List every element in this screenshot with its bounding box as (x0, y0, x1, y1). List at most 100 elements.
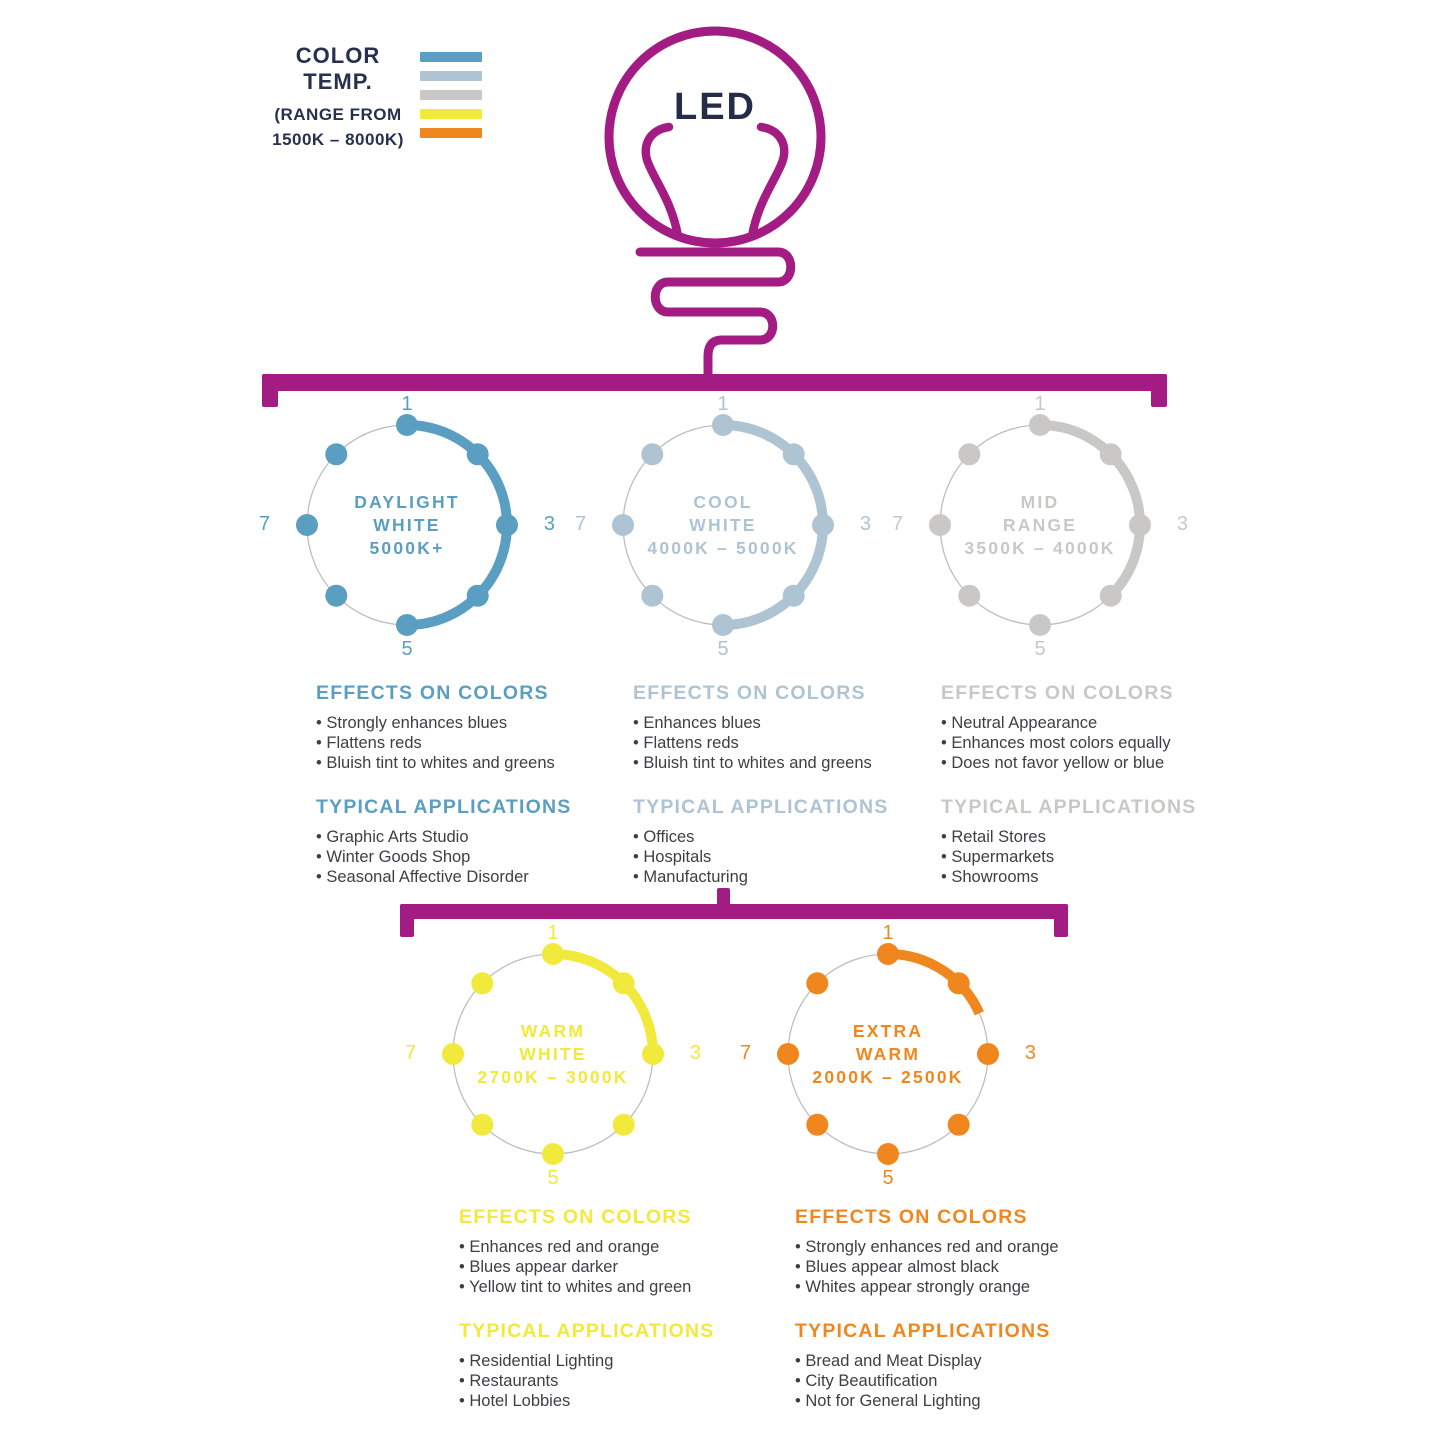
bulb-outline-icon (604, 26, 826, 383)
list-item: Hotel Lobbies (459, 1392, 769, 1412)
details-warm-white: EFFECTS ON COLORS Enhances red and orang… (459, 1206, 769, 1412)
branch-bar-row2 (400, 904, 1068, 919)
list-item: Flattens reds (316, 734, 626, 754)
applications-heading: TYPICAL APPLICATIONS (941, 796, 1197, 819)
ring-mid-range: MID RANGE 3500K – 4000K 1 3 5 7 (892, 393, 1188, 660)
list-item: Not for General Lighting (795, 1392, 1105, 1412)
branch-tick-right-row2 (1054, 904, 1068, 937)
ring-warm-white: WARM WHITE 2700K – 3000K 1 3 5 7 (405, 922, 701, 1189)
applications-list: Offices Hospitals Manufacturing (633, 828, 943, 887)
list-item: Strongly enhances blues (316, 714, 626, 734)
list-item: City Beautification (795, 1372, 1105, 1392)
ring-extra-warm: EXTRA WARM 2000K – 2500K 1 3 5 7 (740, 922, 1036, 1189)
ring-arc-mid-range (920, 405, 1160, 645)
ring-title-line: COOL (693, 491, 753, 512)
legend: COLOR TEMP. (RANGE FROM 1500K – 8000K) (258, 43, 418, 152)
effects-heading: EFFECTS ON COLORS (633, 682, 866, 704)
effects-list: Enhances blues Flattens reds Bluish tint… (633, 714, 943, 773)
ring-title-line: 2000K – 2500K (812, 1066, 964, 1087)
ring-title-line: 2700K – 3000K (477, 1066, 629, 1087)
swatch-warm-white (420, 109, 482, 119)
list-item: Enhances blues (633, 714, 943, 734)
ring-title-line: WHITE (373, 514, 441, 535)
ring-arc-cool-white (603, 405, 843, 645)
list-item: Manufacturing (633, 868, 943, 888)
scale-label-5: 5 (547, 1167, 559, 1189)
scale-label-1: 1 (547, 922, 559, 944)
branch-tick-left-row2 (400, 904, 414, 937)
swatch-cool-white (420, 71, 482, 81)
applications-heading: TYPICAL APPLICATIONS (316, 796, 572, 819)
applications-list: Graphic Arts Studio Winter Goods Shop Se… (316, 828, 626, 887)
list-item: Supermarkets (941, 848, 1251, 868)
list-item: Bluish tint to whites and greens (316, 754, 626, 774)
list-item: Hospitals (633, 848, 943, 868)
branch-tick-left-row1 (262, 374, 278, 407)
ring-title-line: DAYLIGHT (354, 491, 460, 512)
scale-label-3: 3 (1176, 513, 1188, 535)
applications-heading: TYPICAL APPLICATIONS (795, 1320, 1051, 1343)
ring-arc-warm-white (433, 934, 673, 1174)
details-cool-white: EFFECTS ON COLORS Enhances blues Flatten… (633, 682, 943, 888)
list-item: Offices (633, 828, 943, 848)
scale-label-7: 7 (259, 513, 271, 535)
scale-label-1: 1 (882, 922, 894, 944)
ring-title-cool-white: COOL WHITE 4000K – 5000K (603, 405, 843, 645)
list-item: Seasonal Affective Disorder (316, 868, 626, 888)
details-mid-range: EFFECTS ON COLORS Neutral Appearance Enh… (941, 682, 1251, 888)
scale-label-7: 7 (892, 513, 904, 535)
ring-arc-extra-warm (768, 934, 1008, 1174)
list-item: Neutral Appearance (941, 714, 1251, 734)
effects-list: Strongly enhances blues Flattens reds Bl… (316, 714, 626, 773)
effects-heading: EFFECTS ON COLORS (316, 682, 549, 704)
effects-heading: EFFECTS ON COLORS (795, 1206, 1028, 1228)
list-item: Whites appear strongly orange (795, 1278, 1105, 1298)
list-item: Graphic Arts Studio (316, 828, 626, 848)
swatch-mid-range (420, 90, 482, 100)
applications-list: Bread and Meat Display City Beautificati… (795, 1352, 1105, 1411)
list-item: Flattens reds (633, 734, 943, 754)
scale-label-3: 3 (689, 1042, 701, 1064)
list-item: Enhances most colors equally (941, 734, 1251, 754)
ring-title-line: 3500K – 4000K (964, 537, 1116, 558)
ring-title-mid-range: MID RANGE 3500K – 4000K (920, 405, 1160, 645)
swatch-extra-warm (420, 128, 482, 138)
ring-title-extra-warm: EXTRA WARM 2000K – 2500K (768, 934, 1008, 1174)
list-item: Bluish tint to whites and greens (633, 754, 943, 774)
ring-title-line: RANGE (1002, 514, 1078, 535)
ring-title-line: WARM (855, 1043, 921, 1064)
scale-label-7: 7 (740, 1042, 752, 1064)
ring-title-line: WHITE (519, 1043, 587, 1064)
list-item: Restaurants (459, 1372, 769, 1392)
list-item: Blues appear darker (459, 1258, 769, 1278)
details-daylight-white: EFFECTS ON COLORS Strongly enhances blue… (316, 682, 626, 888)
scale-label-1: 1 (1034, 393, 1046, 415)
scale-label-1: 1 (717, 393, 729, 415)
scale-label-3: 3 (543, 513, 555, 535)
legend-swatches (420, 52, 482, 138)
details-extra-warm: EFFECTS ON COLORS Strongly enhances red … (795, 1206, 1105, 1412)
scale-label-7: 7 (405, 1042, 417, 1064)
list-item: Does not favor yellow or blue (941, 754, 1251, 774)
led-bulb-icon: LED (585, 20, 845, 385)
ring-title-warm-white: WARM WHITE 2700K – 3000K (433, 934, 673, 1174)
legend-subtitle-line2: 1500K – 8000K) (272, 130, 404, 149)
ring-title-line: MID (1020, 491, 1060, 512)
ring-title-line: WARM (520, 1020, 586, 1041)
ring-title-line: 5000K+ (369, 537, 445, 558)
scale-label-5: 5 (1034, 638, 1046, 660)
effects-list: Strongly enhances red and orange Blues a… (795, 1238, 1105, 1297)
scale-label-5: 5 (717, 638, 729, 660)
branch-bar-row1 (262, 374, 1167, 391)
ring-title-daylight-white: DAYLIGHT WHITE 5000K+ (287, 405, 527, 645)
list-item: Residential Lighting (459, 1352, 769, 1372)
effects-heading: EFFECTS ON COLORS (941, 682, 1174, 704)
effects-list: Enhances red and orange Blues appear dar… (459, 1238, 769, 1297)
list-item: Retail Stores (941, 828, 1251, 848)
scale-label-1: 1 (401, 393, 413, 415)
list-item: Enhances red and orange (459, 1238, 769, 1258)
list-item: Winter Goods Shop (316, 848, 626, 868)
scale-label-5: 5 (882, 1167, 894, 1189)
list-item: Strongly enhances red and orange (795, 1238, 1105, 1258)
